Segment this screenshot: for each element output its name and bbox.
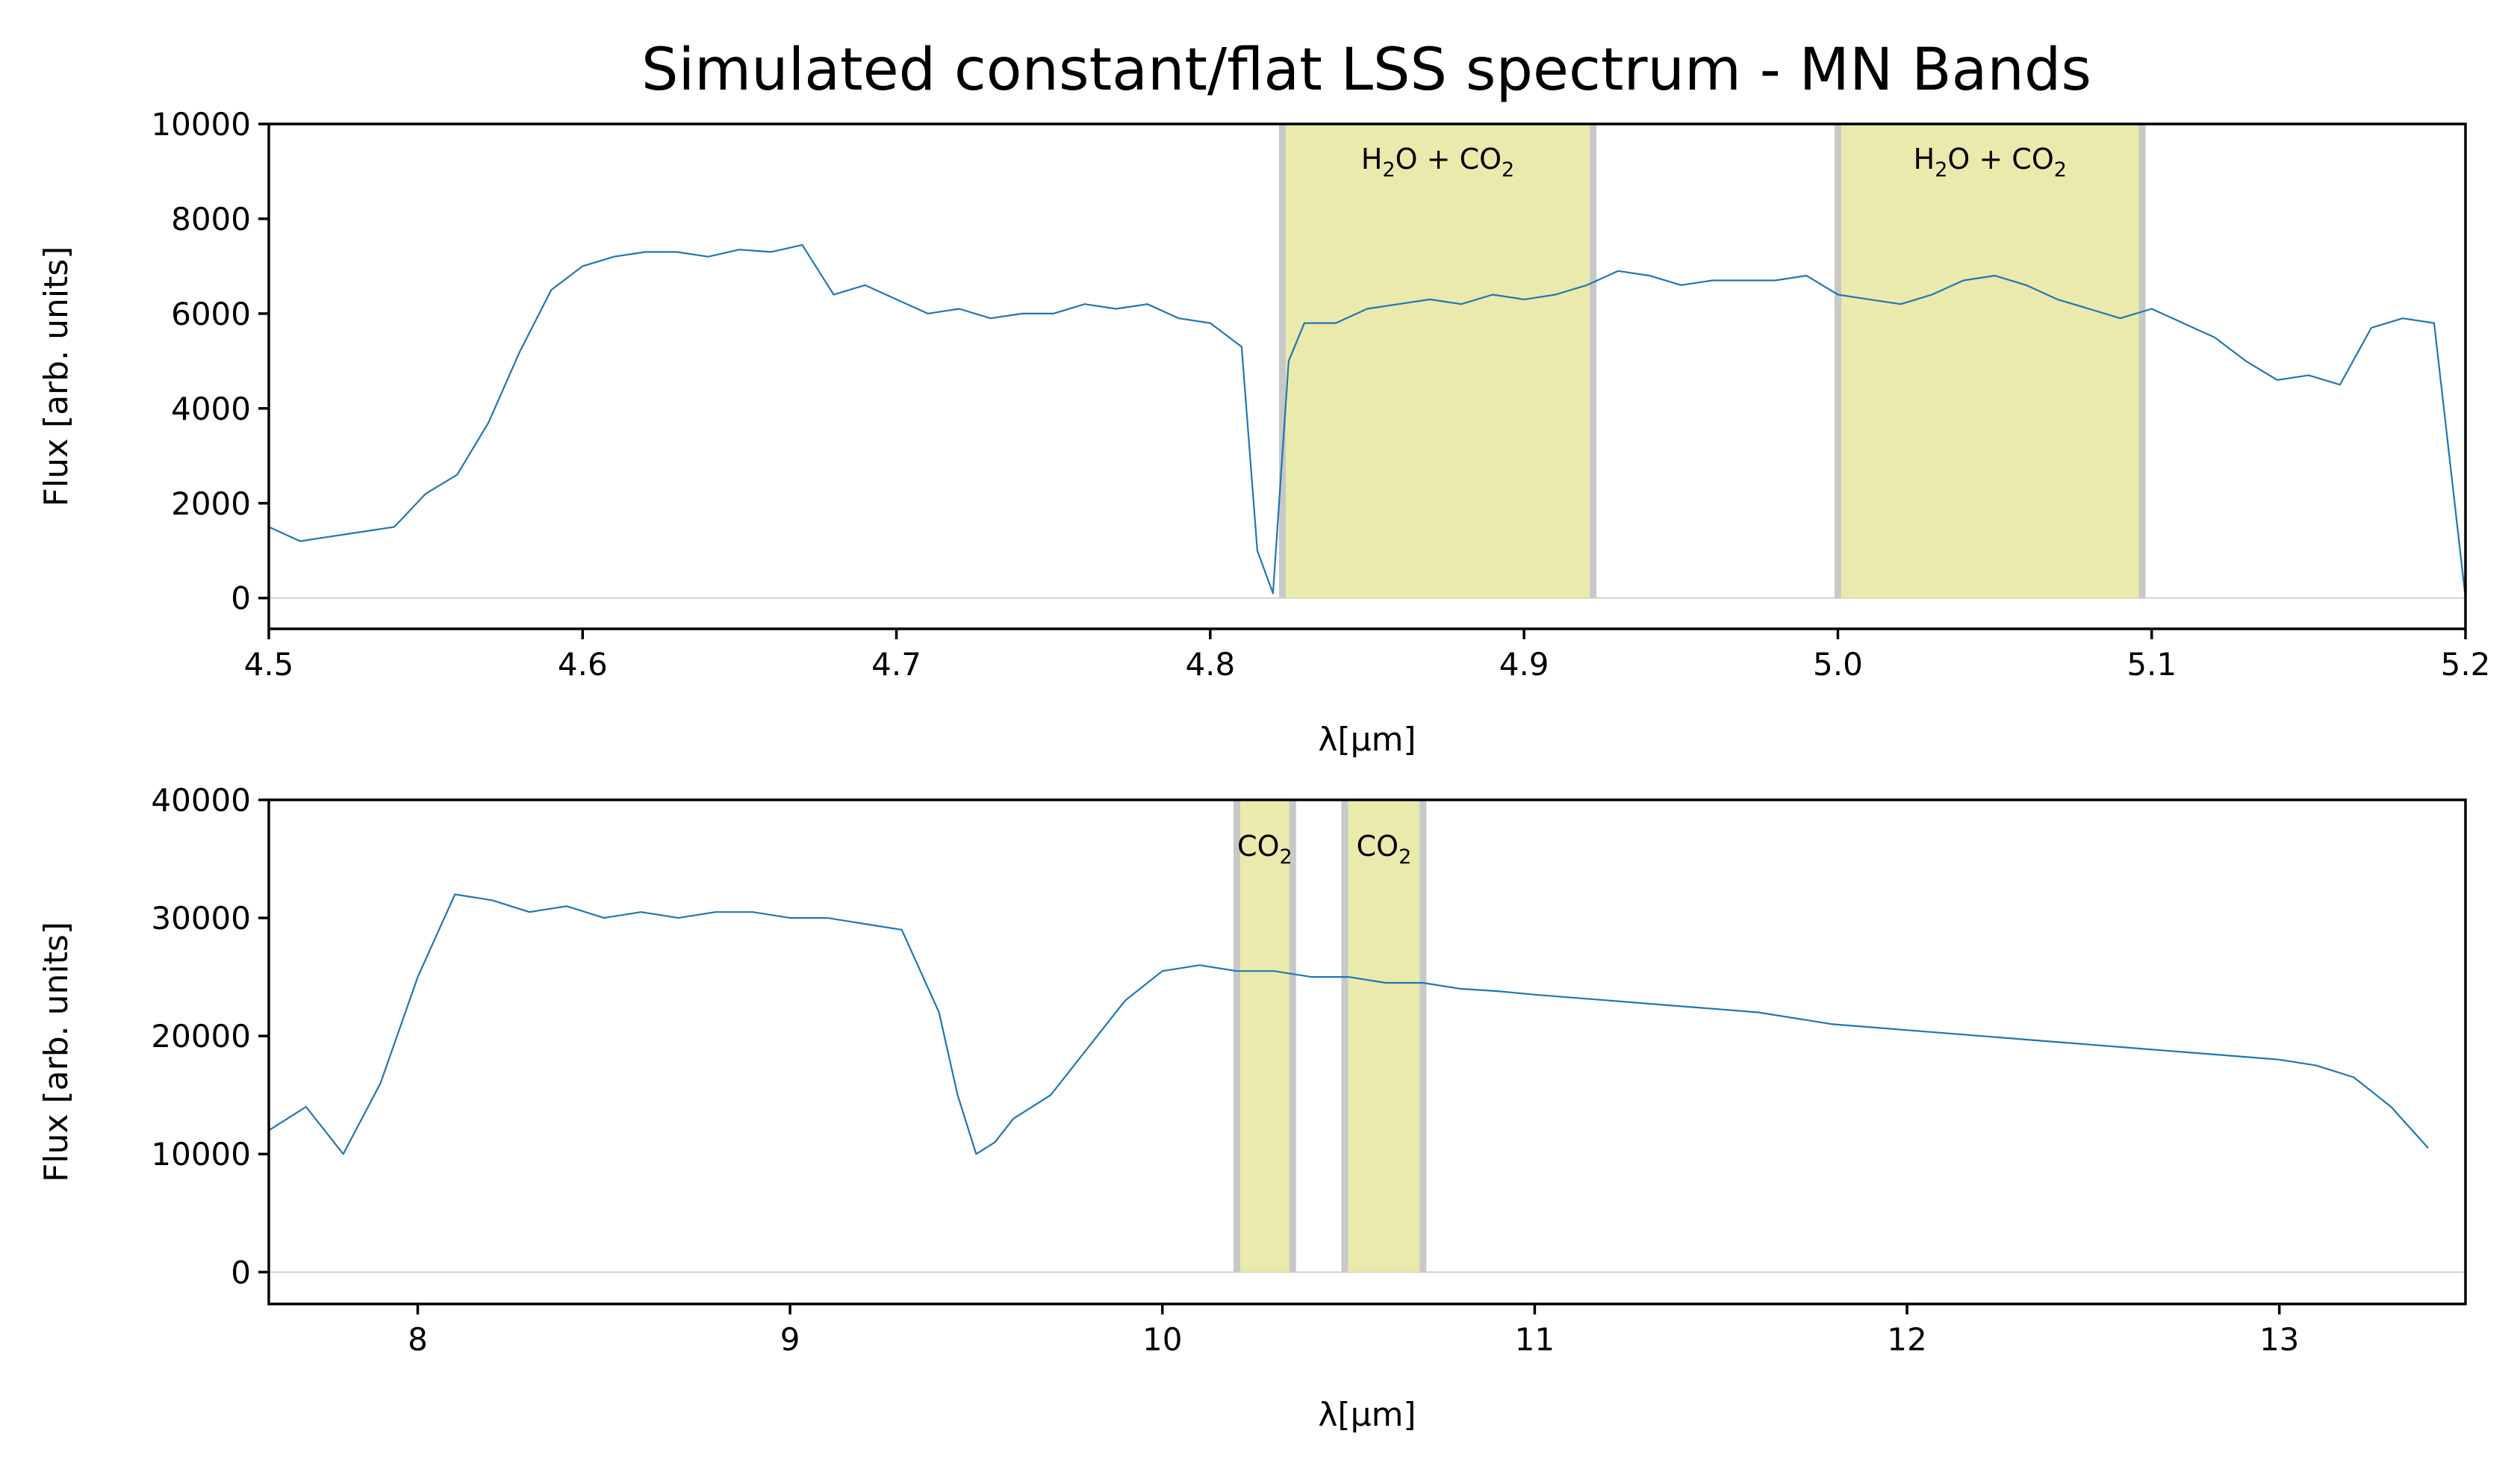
x-tick-label: 4.9: [1499, 646, 1549, 683]
absorption-band: [1838, 124, 2143, 598]
absorption-band: [1236, 800, 1293, 1273]
x-tick-label: 5.0: [1813, 646, 1863, 683]
x-tick-label: 5.1: [2127, 646, 2177, 683]
y-tick-label: 6000: [171, 296, 251, 332]
y-tick-label: 30000: [151, 900, 251, 937]
y-tick-label: 20000: [151, 1018, 251, 1055]
band-label: H2O + CO2: [1361, 143, 1514, 181]
y-tick-label: 10000: [151, 1136, 251, 1173]
x-tick-label: 13: [2259, 1321, 2299, 1358]
x-tick-label: 9: [780, 1321, 800, 1358]
spectrum-series-line: [268, 893, 2429, 1155]
y-tick-label: 8000: [171, 201, 251, 237]
x-tick-label: 4.7: [871, 646, 921, 683]
band-label: CO2: [1237, 830, 1292, 869]
y-tick-label: 0: [231, 580, 251, 617]
x-tick-label: 11: [1515, 1321, 1555, 1358]
absorption-band: [1345, 800, 1423, 1273]
y-tick-label: 10000: [151, 106, 251, 143]
band-label: CO2: [1357, 830, 1412, 869]
y-tick-label: 0: [231, 1254, 251, 1291]
x-axis-label: λ[μm]: [1318, 1396, 1416, 1434]
x-tick-label: 8: [408, 1321, 428, 1358]
plot-frame: [267, 798, 2467, 1305]
y-axis-label: Flux [arb. units]: [37, 922, 75, 1182]
plot-frame: [267, 122, 2467, 630]
y-tick-label: 2000: [171, 485, 251, 522]
x-axis-label: λ[μm]: [1318, 721, 1416, 759]
chart-panel-top: H2O + CO2 H2O + CO2 4.5 4.6 4.7 4.8 4.9 5.0 5.1 5…: [37, 106, 2490, 759]
x-tick-label: 4.6: [558, 646, 608, 683]
x-tick-label: 5.2: [2441, 646, 2491, 683]
x-tick-label: 4.8: [1185, 646, 1235, 683]
spectrum-series-line: [268, 243, 2467, 598]
band-label: H2O + CO2: [1914, 143, 2067, 181]
x-tick-label: 12: [1887, 1321, 1926, 1358]
figure-title: Simulated constant/flat LSS spectrum - M…: [641, 37, 2091, 104]
x-tick-label: 4.5: [244, 646, 294, 683]
absorption-band: [1282, 124, 1593, 598]
x-tick-label: 10: [1142, 1321, 1182, 1358]
y-axis-label: Flux [arb. units]: [37, 246, 75, 507]
chart-panel-bottom: CO2 CO2 8 9 10 11 12 13 0 10000 20000 30000 40000 λ[μ…: [37, 782, 2467, 1434]
y-tick-label: 4000: [171, 391, 251, 427]
y-tick-label: 40000: [151, 782, 251, 819]
